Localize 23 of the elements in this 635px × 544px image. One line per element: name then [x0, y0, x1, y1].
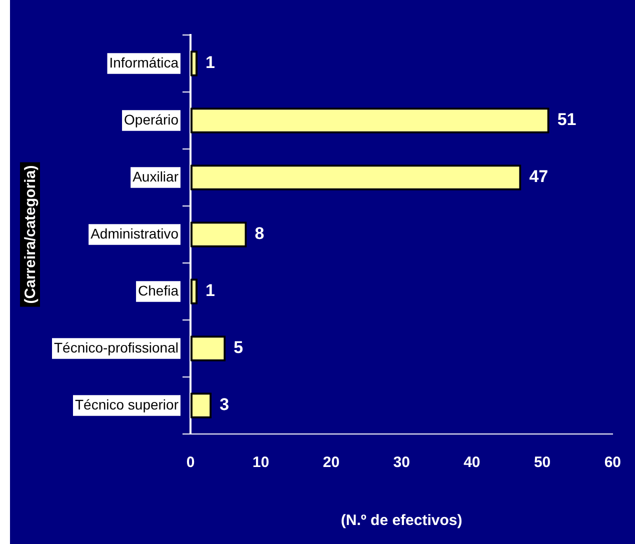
data-label: 1 — [206, 53, 215, 72]
x-tick-label: 20 — [322, 454, 340, 472]
data-label: 5 — [234, 338, 244, 358]
y-tick-label: Administrativo — [90, 225, 179, 242]
y-tick-label: Técnico superior — [74, 396, 179, 412]
y-tick-label: Chefia — [138, 282, 179, 298]
x-tick-label: 30 — [393, 454, 410, 472]
x-tick-label: 50 — [534, 454, 551, 472]
data-label: 47 — [529, 167, 548, 186]
y-axis-title: (Carreira/categoria) — [22, 165, 40, 304]
data-label: 3 — [220, 395, 230, 414]
data-label: 51 — [557, 110, 576, 130]
y-tick-label: Técnico-profissional — [54, 339, 178, 356]
x-axis-title: (N.º de efectivos) — [340, 512, 462, 530]
x-tick-label: 0 — [186, 454, 195, 472]
x-tick-label: 40 — [464, 454, 480, 472]
y-tick-label: Auxiliar — [132, 168, 179, 184]
data-label: 1 — [206, 281, 215, 300]
y-tick-label: Informática — [109, 54, 179, 70]
x-tick-label: 10 — [252, 454, 270, 472]
x-tick-label: 60 — [604, 454, 621, 472]
data-label: 8 — [254, 224, 264, 244]
y-tick-label: Operário — [124, 111, 179, 128]
